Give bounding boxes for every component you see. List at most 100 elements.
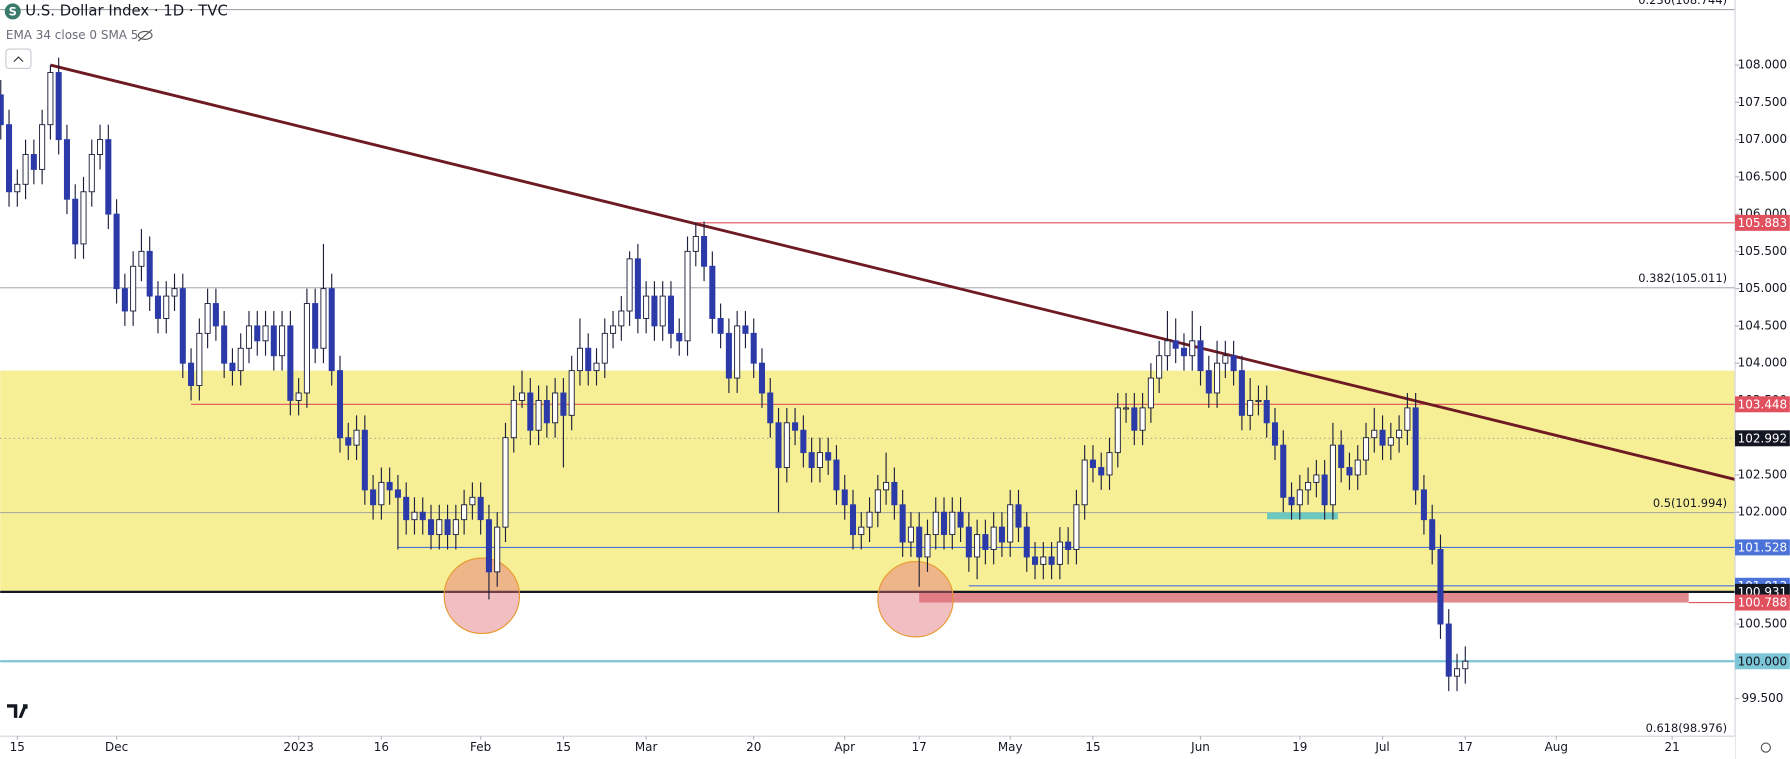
y-tick-label: 106.500 — [1738, 169, 1787, 183]
candle-body — [800, 429, 807, 454]
candle-body — [14, 183, 21, 193]
level-label: 100.000 — [1738, 654, 1787, 668]
candle-body — [229, 362, 236, 372]
visibility-icon[interactable] — [137, 29, 153, 42]
candle-body — [1040, 556, 1047, 565]
candle-body — [221, 325, 228, 364]
candle-body — [916, 526, 923, 558]
candle-body — [1205, 370, 1212, 394]
candle-body — [899, 504, 906, 543]
candle-body — [874, 489, 881, 513]
candle-body — [1338, 444, 1345, 468]
x-tick-label: 21 — [1665, 740, 1680, 754]
candle-body — [345, 437, 352, 446]
fib-label: 0.618(98.976) — [1646, 721, 1727, 735]
candle-body — [576, 347, 583, 372]
candle-body — [618, 310, 625, 327]
candle-body — [22, 154, 29, 185]
candle-body — [750, 332, 757, 364]
candle-body — [552, 392, 559, 424]
candle-body — [1123, 407, 1130, 410]
x-tick-label: 15 — [1085, 740, 1100, 754]
candle-body — [1379, 429, 1386, 446]
candle-body — [1048, 556, 1055, 565]
candle-body — [891, 481, 898, 506]
candle-body — [974, 534, 981, 558]
candle-body — [121, 288, 128, 312]
settings-icon[interactable] — [1760, 742, 1771, 753]
candle-body — [982, 534, 989, 550]
candle-body — [1023, 526, 1030, 558]
x-tick-label: Jul — [1374, 740, 1389, 754]
candle-body — [353, 429, 360, 446]
candle-body — [154, 295, 161, 319]
candle-body — [957, 511, 964, 528]
symbol-icon — [4, 3, 21, 20]
candle-body — [709, 265, 716, 319]
candle-body — [1371, 429, 1378, 439]
x-tick-label: 15 — [10, 740, 25, 754]
x-tick-label: Mar — [635, 740, 658, 754]
candle-body — [461, 504, 468, 521]
price-axis — [1735, 0, 1790, 759]
candle-body — [1032, 556, 1039, 565]
candle-body — [444, 519, 451, 536]
header: S U.S. Dollar Index · 1D · TVC EMA 34 cl… — [4, 2, 1771, 753]
level-badge — [1735, 539, 1790, 556]
collapse-arrow[interactable] — [13, 56, 24, 63]
candle-body — [270, 325, 277, 357]
candle-body — [88, 154, 95, 193]
level-label: 105.883 — [1738, 216, 1787, 230]
candle-body — [949, 511, 956, 536]
candle-body — [146, 250, 153, 297]
candle-body — [1412, 407, 1419, 491]
candle-body — [494, 526, 501, 573]
candle-body — [171, 288, 178, 297]
y-tick-label: 104.500 — [1738, 318, 1787, 332]
candle-body — [361, 429, 368, 491]
candle-body — [643, 295, 650, 319]
candle-body — [63, 139, 70, 200]
candle-body — [568, 370, 575, 416]
candle-body — [858, 526, 865, 536]
candle-body — [212, 303, 219, 327]
level-badge — [1735, 214, 1790, 231]
candle-body — [1081, 459, 1088, 506]
time-axis — [0, 736, 1736, 759]
candle-body — [254, 325, 261, 342]
candle-body — [1321, 474, 1328, 506]
y-tick-label: 100.500 — [1738, 617, 1787, 631]
x-tick-label: 2023 — [283, 740, 313, 754]
candle-body — [527, 392, 534, 431]
candle-body — [775, 422, 782, 468]
candle-body — [328, 288, 335, 372]
candle-body — [783, 422, 790, 468]
candle-body — [758, 362, 766, 394]
candle-body — [1255, 399, 1262, 403]
indicator-label: EMA 34 close 0 SMA 5 — [6, 28, 139, 42]
candle-body — [105, 139, 112, 215]
eye-icon[interactable] — [137, 30, 153, 40]
level-label: 103.448 — [1738, 397, 1787, 411]
candle-body — [692, 236, 699, 252]
candle-body — [1247, 399, 1254, 416]
candle-body — [1147, 377, 1154, 409]
candle-body — [510, 399, 517, 439]
candle-body — [535, 399, 542, 431]
candle-body — [667, 295, 674, 334]
level-label: 102.992 — [1738, 431, 1787, 445]
candle-body — [990, 526, 997, 550]
collapse-button[interactable] — [5, 48, 32, 70]
candle-body — [204, 303, 211, 334]
level-label: 100.788 — [1738, 596, 1787, 610]
candle-body — [1313, 474, 1320, 483]
eye-slash[interactable] — [137, 29, 153, 42]
candle-body — [742, 325, 749, 334]
candle-body — [1065, 541, 1072, 550]
candle-body — [80, 191, 87, 245]
candle-body — [585, 347, 592, 372]
y-tick-label: 105.000 — [1738, 281, 1787, 295]
x-tick-label: 20 — [746, 740, 761, 754]
x-tick-label: Aug — [1545, 740, 1568, 754]
candle-body — [477, 496, 484, 521]
